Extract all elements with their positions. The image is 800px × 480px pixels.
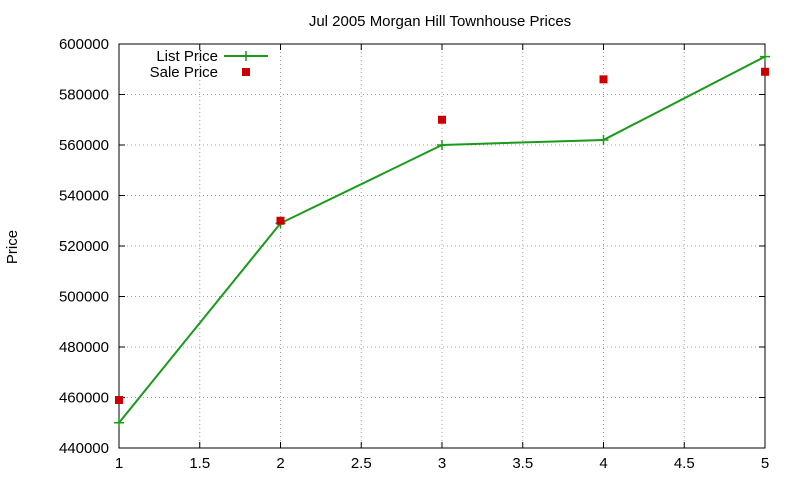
- y-tick-label: 500000: [59, 289, 109, 306]
- sale-price-point: [438, 115, 446, 124]
- sale-price-point: [276, 216, 285, 225]
- y-tick-label: 460000: [59, 390, 109, 407]
- y-tick-label: 520000: [59, 238, 109, 255]
- list-price-point: [760, 51, 770, 62]
- sale-price-point: [761, 67, 769, 76]
- x-tick-label: 4: [599, 455, 607, 472]
- sale-price-point: [599, 75, 608, 84]
- y-tick-label: 540000: [59, 188, 109, 205]
- y-tick-label: 440000: [59, 440, 109, 457]
- list-price-point: [114, 417, 124, 428]
- sale-price-point: [115, 396, 123, 405]
- list-price-point: [437, 140, 447, 150]
- x-tick-label: 3.5: [512, 455, 533, 472]
- x-tick-label: 4.5: [674, 455, 695, 472]
- chart-title: Jul 2005 Morgan Hill Townhouse Prices: [309, 13, 571, 30]
- list-price-line: [118, 55, 766, 424]
- legend-marker-sale-price: [242, 68, 250, 76]
- x-tick-label: 5: [761, 455, 769, 472]
- series: [114, 51, 770, 428]
- grid: [119, 44, 765, 448]
- x-tick-label: 3: [438, 455, 446, 472]
- x-tick-label: 1.5: [189, 455, 210, 472]
- x-tick-label: 2.5: [351, 455, 372, 472]
- y-tick-label: 480000: [59, 339, 109, 356]
- legend-marker-list-price: [241, 51, 251, 61]
- x-tick-label: 2: [276, 455, 284, 472]
- y-axis-label: Price: [4, 230, 21, 264]
- legend-label-list-price: List Price: [156, 48, 218, 65]
- y-tick-label: 560000: [59, 137, 109, 154]
- list-price-point: [598, 134, 609, 145]
- axis-ticks: 1 1.5 2 2.5 3 3.5 4 4.5 5 440000 460000 480000 50000…: [59, 36, 769, 472]
- x-tick-label: 1: [115, 455, 123, 472]
- y-tick-label: 600000: [59, 36, 109, 53]
- y-tick-label: 580000: [59, 87, 109, 104]
- legend-label-sale-price: Sale Price: [150, 64, 218, 81]
